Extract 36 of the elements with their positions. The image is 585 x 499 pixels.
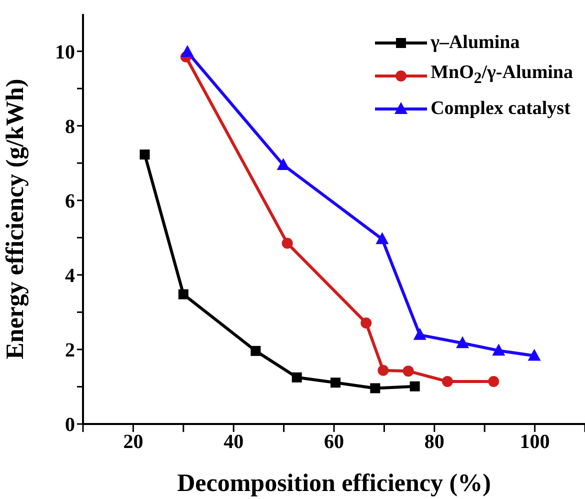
x-axis-title: Decomposition efficiency (%) xyxy=(177,470,491,497)
y-tick-label: 8 xyxy=(65,116,75,138)
y-tick-label: 6 xyxy=(65,190,75,212)
legend-label: γ–Alumina xyxy=(430,31,520,55)
point xyxy=(378,364,389,376)
x-tick-label: 100 xyxy=(520,431,550,454)
point xyxy=(456,336,470,348)
point xyxy=(528,348,541,361)
legend-label: MnO$_{2}$/γ-Alumina xyxy=(430,61,573,89)
x-tick-label: 60 xyxy=(324,431,344,454)
y-tick-label: 2 xyxy=(65,340,75,362)
point xyxy=(492,344,506,356)
point xyxy=(402,366,414,377)
point xyxy=(410,381,420,392)
point xyxy=(442,376,453,388)
point xyxy=(360,317,372,328)
x-tick-label: 80 xyxy=(424,431,444,454)
legend-label: Complex catalyst xyxy=(430,96,570,121)
point xyxy=(282,238,293,249)
y-axis-title: Energy efficiency (g/kWh) xyxy=(2,78,29,360)
point xyxy=(250,346,261,356)
point xyxy=(292,372,302,382)
point xyxy=(140,150,150,160)
x-tick-label: 40 xyxy=(224,431,244,454)
x-tick-label: 20 xyxy=(123,431,144,454)
point xyxy=(370,383,380,394)
point xyxy=(330,378,341,388)
y-tick-label: 4 xyxy=(65,265,75,288)
point xyxy=(488,376,500,388)
point xyxy=(178,289,188,300)
point xyxy=(276,158,290,170)
point xyxy=(413,328,426,340)
y-tick-label: 0 xyxy=(65,414,75,436)
point xyxy=(376,232,389,244)
y-tick-label: 10 xyxy=(55,41,75,64)
point xyxy=(180,45,194,58)
